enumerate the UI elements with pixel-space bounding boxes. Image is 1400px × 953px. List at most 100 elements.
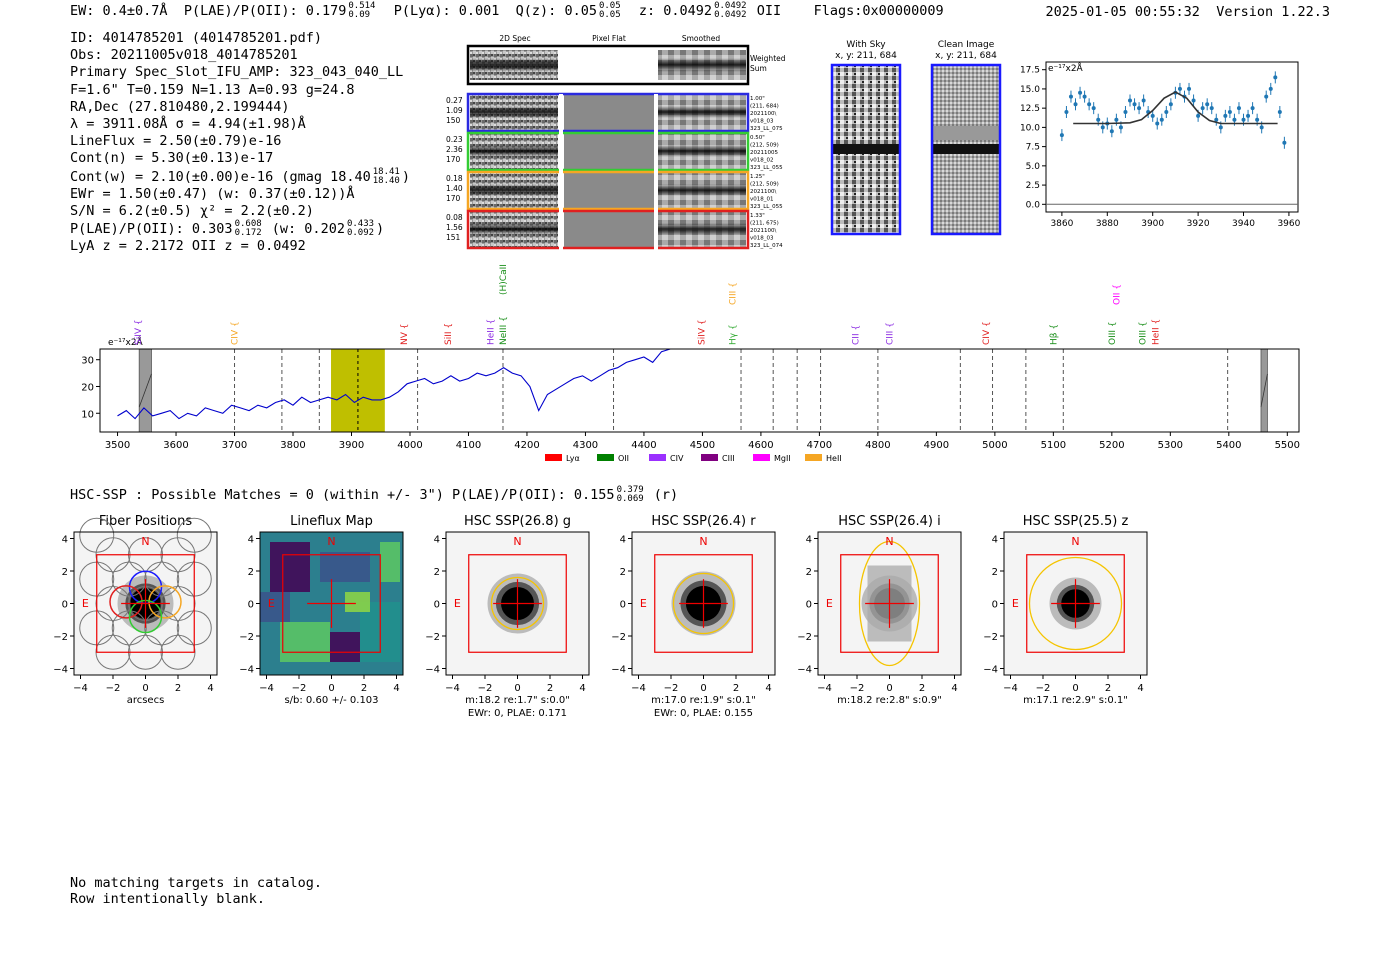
panel-caption: s/b: 0.60 +/- 0.103 [284, 695, 378, 706]
panel-caption-2: EWr: 0, PLAE: 0.155 [654, 708, 753, 719]
zoom-data-point [1114, 117, 1119, 122]
zoom-data-point [1159, 117, 1164, 122]
zoom-data-point [1064, 110, 1069, 114]
zoom-y-tick-label: 17.5 [1020, 66, 1040, 76]
east-label: E [268, 597, 275, 610]
panel-x-tick-label: −4 [817, 683, 832, 694]
with-sky-image [830, 63, 902, 236]
imaging-panels: Fiber Positions N E 4 2 0 −2 −4 −4 −2 0 2 4 arcsecs Li… [53, 514, 1148, 719]
with-sky-title: With Sky [846, 40, 886, 50]
weighted-sum-row: Weighted Sum [466, 44, 786, 86]
header-plae: P(LAE)/P(OII): 0.179 [183, 3, 347, 19]
cutout-smoothed-band [658, 145, 746, 157]
emission-line-label: CIV { [231, 321, 241, 345]
imaging-panel: HSC SSP(26.8) g N E 4 2 0 −2 −4 −4 −2 0 2 4 m:18.2 re… [425, 514, 590, 719]
legend-label: MgII [774, 454, 791, 463]
main-x-tick-label: 3700 [222, 440, 247, 451]
panel-y-tick-label: −4 [611, 665, 626, 676]
cutout-smoothed-band [658, 184, 746, 196]
cutout-row-frame [466, 92, 750, 133]
zoom-model-curve [1073, 91, 1278, 125]
zoom-data-point [1282, 140, 1287, 145]
emission-line-label: NV { [400, 324, 410, 345]
fiber-circle [79, 517, 115, 553]
zoom-y-tick-label: 7.5 [1026, 143, 1040, 153]
cutout-2d-band [470, 106, 558, 118]
panel-y-tick-label: 0 [248, 600, 254, 611]
info-obs: Obs: 20211005v018_4014785201 [70, 47, 298, 64]
main-x-tick-label: 4400 [631, 440, 656, 451]
fiber-circle [144, 561, 180, 597]
main-x-tick-label: 5300 [1158, 440, 1183, 451]
lineflux-cell [270, 542, 310, 592]
cutout-right-label: 1.00" [750, 96, 765, 102]
col-smoothed: Smoothed [682, 34, 721, 43]
zoom-data-point [1205, 102, 1210, 107]
aperture-ellipse [672, 572, 735, 635]
emission-line-label: CIV { [982, 321, 992, 345]
cutout-right-label: (212, 509) [750, 143, 779, 149]
panel-y-tick-label: −4 [239, 665, 254, 676]
cutout-right-label: v018_03 [750, 236, 774, 242]
panel-y-tick-label: 2 [620, 567, 626, 578]
zoom-data-point [1209, 106, 1214, 111]
panel-y-tick-label: −2 [425, 632, 440, 643]
panel-x-tick-label: −4 [259, 683, 274, 694]
main-x-tick-label: 4500 [690, 440, 715, 451]
main-x-tick-label: 5500 [1275, 440, 1300, 451]
legend-swatch [805, 454, 822, 461]
plae-range: 0.608 0.172 [234, 219, 262, 239]
info-sn: S/N = 6.2(±0.5) χ² = 2.2(±0.2) [70, 203, 314, 220]
zoom-data-point [1264, 94, 1269, 99]
cutout-right-label: 2021100\ [750, 228, 776, 234]
zoom-x-tick-label: 3880 [1096, 219, 1119, 229]
imaging-panel: HSC SSP(26.4) i N E 4 2 0 −2 −4 −4 −2 0 2 4 m:18.2 re… [797, 514, 962, 706]
main-x-tick-label: 5400 [1216, 440, 1241, 451]
zoom-x-tick-label: 3860 [1050, 219, 1073, 229]
zoom-data-point [1068, 94, 1073, 99]
panel-y-tick-label: 2 [806, 567, 812, 578]
cutout-2d-band [470, 223, 558, 235]
panel-y-tick-label: −2 [983, 632, 998, 643]
zoom-data-point [1082, 94, 1087, 99]
legend-label: Lyα [566, 454, 580, 463]
lineflux-cell [380, 542, 400, 582]
hsc-title: HSC-SSP : Possible Matches = 0 (within +… [70, 485, 679, 504]
cutout-2d-band [470, 184, 558, 196]
zoom-x-tick-label: 3920 [1187, 219, 1210, 229]
header-summary: EW: 0.4±0.7Å P(LAE)/P(OII): 0.179 0.514 0.… [70, 2, 944, 20]
zoom-data-point [1255, 117, 1260, 122]
panel-x-tick-label: 2 [175, 683, 181, 694]
header-datetime: 2025-01-05 00:55:32 [1045, 4, 1200, 20]
panel-y-tick-label: −4 [797, 665, 812, 676]
spectra-cutouts: 2D Spec Pixel Flat Smoothed Weighted Sum… [446, 34, 786, 250]
east-label: E [82, 597, 89, 610]
zoom-x-tick-label: 3940 [1232, 219, 1255, 229]
north-label: N [1071, 535, 1079, 548]
panel-x-tick-label: 2 [361, 683, 367, 694]
search-box [468, 554, 567, 653]
info-primary: Primary Spec_Slot_IFU_AMP: 323_043_040_L… [70, 64, 404, 81]
header-z: z: 0.0492 [638, 3, 713, 19]
catalog-footer: No matching targets in catalog. Row inte… [70, 875, 322, 907]
cutout-left-label: 170 [446, 194, 461, 203]
panel-caption: arcsecs [127, 695, 165, 706]
main-x-tick-label: 4300 [573, 440, 598, 451]
header-version: Version 1.22.3 [1216, 4, 1330, 20]
legend-label: OII [618, 454, 629, 463]
hsc-plae-range: 0.379 0.069 [616, 485, 644, 504]
cutout-row-frame [466, 209, 750, 250]
main-x-tick-label: 4900 [924, 440, 949, 451]
main-plot-frame [99, 348, 1300, 433]
cutout-right-label: (212, 509) [750, 182, 779, 188]
fiber-circle [176, 517, 212, 553]
zoom-data-point [1273, 75, 1278, 80]
zoom-data-point [1091, 106, 1096, 111]
zoom-data-point [1227, 110, 1232, 114]
panel-x-tick-label: 4 [765, 683, 771, 694]
zoom-y-tick-label: 10.0 [1020, 123, 1040, 133]
panel-x-tick-label: −2 [850, 683, 865, 694]
main-unit-label: e⁻¹⁷x2Å [108, 336, 144, 348]
